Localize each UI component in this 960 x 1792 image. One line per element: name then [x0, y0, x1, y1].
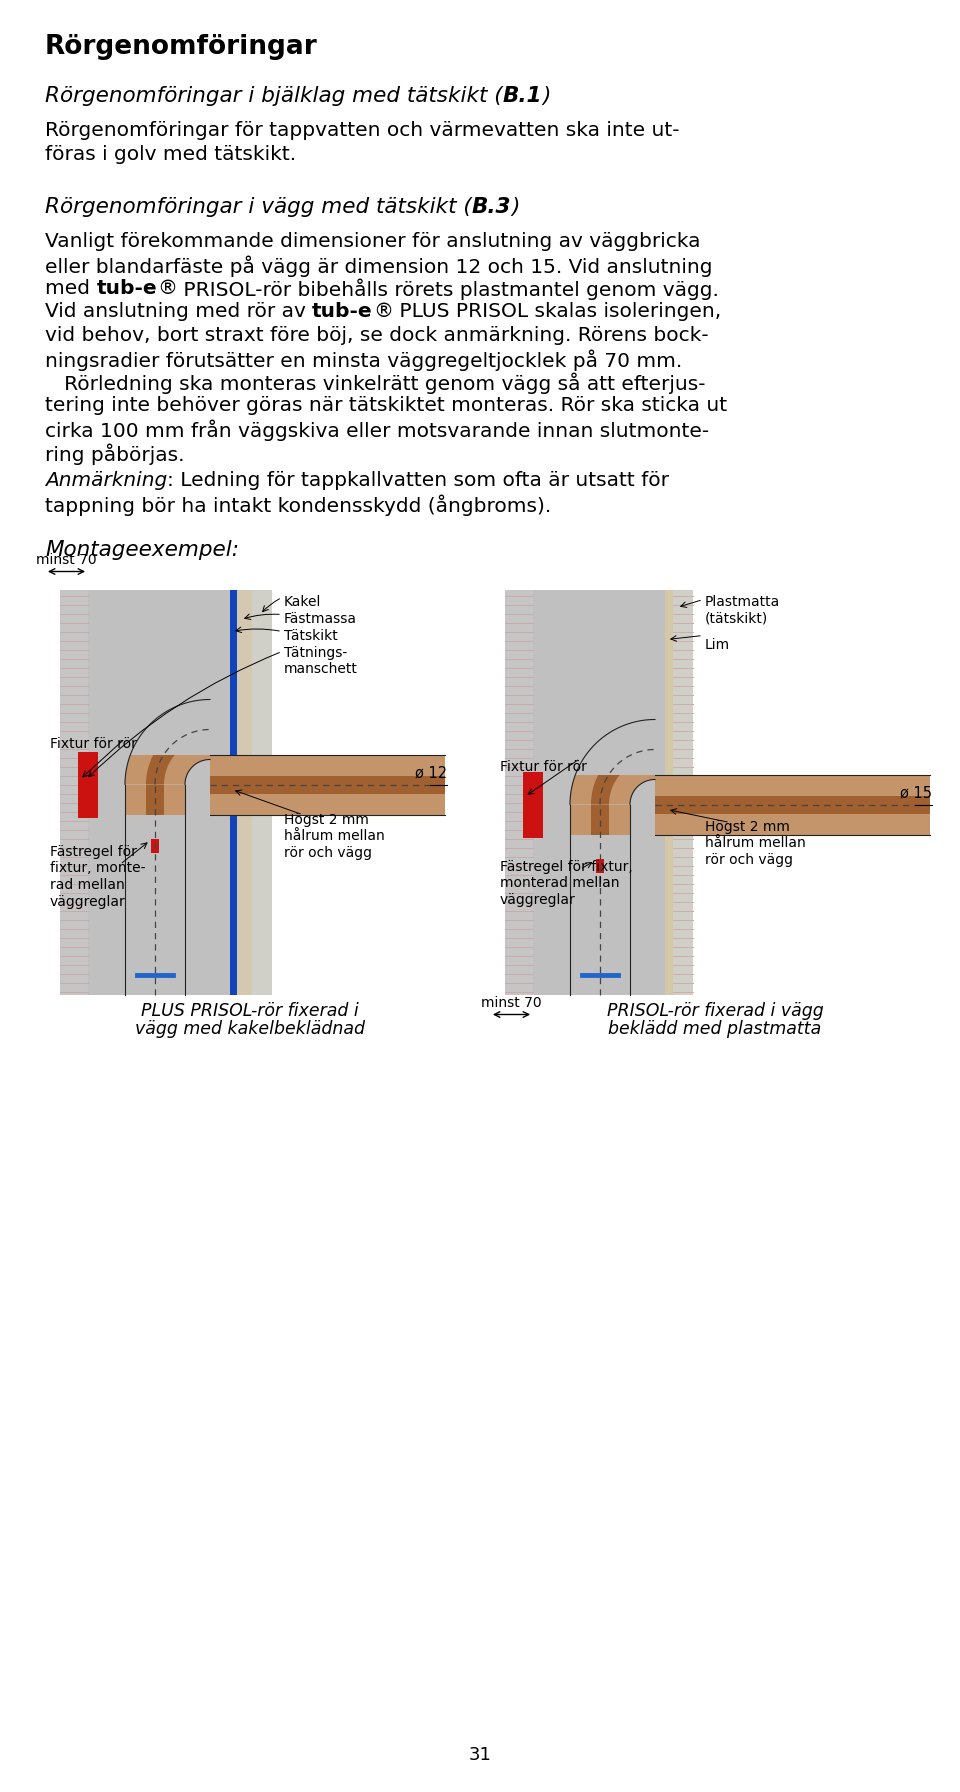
- Text: minst 70: minst 70: [481, 996, 541, 1009]
- Text: tub-e: tub-e: [312, 303, 372, 321]
- Text: Lim: Lim: [705, 638, 731, 652]
- Bar: [252, 815, 272, 995]
- Bar: [655, 796, 930, 814]
- Bar: [673, 835, 693, 995]
- Polygon shape: [570, 720, 655, 805]
- Bar: [88, 590, 230, 995]
- Bar: [505, 835, 533, 995]
- Text: Vanligt förekommande dimensioner för anslutning av väggbricka: Vanligt förekommande dimensioner för ans…: [45, 231, 701, 251]
- Text: minst 70: minst 70: [36, 552, 97, 566]
- Text: Rörgenomföringar för tappvatten och värmevatten ska inte ut-: Rörgenomföringar för tappvatten och värm…: [45, 122, 680, 140]
- Bar: [210, 754, 445, 815]
- Bar: [237, 590, 252, 995]
- Bar: [60, 590, 88, 754]
- Bar: [230, 590, 237, 995]
- Bar: [230, 815, 237, 995]
- Text: ring påbörjas.: ring påbörjas.: [45, 443, 184, 464]
- Bar: [252, 590, 272, 754]
- Bar: [237, 815, 252, 995]
- Text: ): ): [512, 197, 519, 217]
- Text: Plastmatta
(tätskikt): Plastmatta (tätskikt): [705, 595, 780, 625]
- Text: ®: ®: [157, 278, 177, 297]
- Text: ø 12: ø 12: [415, 765, 447, 781]
- Text: Montageexempel:: Montageexempel:: [45, 539, 239, 559]
- Text: cirka 100 mm från väggskiva eller motsvarande innan slutmonte-: cirka 100 mm från väggskiva eller motsva…: [45, 419, 709, 441]
- Polygon shape: [146, 720, 210, 785]
- Text: Rörgenomföringar i bjälklag med tätskikt (: Rörgenomföringar i bjälklag med tätskikt…: [45, 86, 503, 106]
- Bar: [665, 590, 673, 995]
- Text: tappning bör ha intakt kondensskydd (ångbroms).: tappning bör ha intakt kondensskydd (ång…: [45, 495, 551, 516]
- Polygon shape: [591, 740, 655, 805]
- Bar: [60, 590, 88, 995]
- Bar: [125, 785, 185, 995]
- Polygon shape: [125, 699, 210, 785]
- Text: Kakel: Kakel: [284, 595, 322, 609]
- Text: B.1: B.1: [503, 86, 542, 106]
- Text: Rörgenomföringar i vägg med tätskikt (: Rörgenomföringar i vägg med tätskikt (: [45, 197, 471, 217]
- Bar: [673, 590, 693, 774]
- Bar: [237, 590, 252, 754]
- Bar: [210, 776, 445, 794]
- Bar: [252, 590, 272, 995]
- Bar: [88, 815, 230, 995]
- Text: tub-e: tub-e: [96, 278, 157, 297]
- Text: Tätskikt: Tätskikt: [284, 629, 338, 643]
- Text: beklädd med plastmatta: beklädd med plastmatta: [609, 1020, 822, 1038]
- Bar: [655, 774, 930, 835]
- Text: ®: ®: [372, 303, 393, 321]
- Bar: [533, 590, 665, 774]
- Bar: [665, 835, 673, 995]
- Text: PRISOL-rör bibehålls rörets plastmantel genom vägg.: PRISOL-rör bibehålls rörets plastmantel …: [177, 278, 719, 299]
- Text: med: med: [45, 278, 96, 297]
- Text: Högst 2 mm
hålrum mellan
rör och vägg: Högst 2 mm hålrum mellan rör och vägg: [284, 812, 385, 860]
- Text: ø 15: ø 15: [900, 785, 932, 801]
- Bar: [88, 590, 230, 754]
- Bar: [665, 590, 673, 774]
- Bar: [505, 590, 533, 774]
- Bar: [78, 751, 98, 817]
- Bar: [591, 805, 609, 995]
- Text: Rörledning ska monteras vinkelrätt genom vägg så att efterjus-: Rörledning ska monteras vinkelrätt genom…: [45, 373, 706, 394]
- Bar: [533, 590, 665, 995]
- Bar: [523, 772, 543, 837]
- Text: eller blandarfäste på vägg är dimension 12 och 15. Vid anslutning: eller blandarfäste på vägg är dimension …: [45, 254, 712, 276]
- Bar: [596, 858, 604, 873]
- Text: Tätnings-
manschett: Tätnings- manschett: [284, 645, 358, 676]
- Text: Fästregel för fixtur,
monterad mellan
väggreglar: Fästregel för fixtur, monterad mellan vä…: [500, 860, 633, 907]
- Text: 31: 31: [468, 1745, 492, 1763]
- Text: PLUS PRISOL-rör fixerad i: PLUS PRISOL-rör fixerad i: [141, 1002, 359, 1020]
- Text: Fixtur för rör: Fixtur för rör: [50, 737, 137, 751]
- Text: ): ): [542, 86, 550, 106]
- Text: PLUS PRISOL skalas isoleringen,: PLUS PRISOL skalas isoleringen,: [393, 303, 721, 321]
- Bar: [146, 785, 164, 995]
- Bar: [673, 590, 693, 995]
- Text: tering inte behöver göras när tätskiktet monteras. Rör ska sticka ut: tering inte behöver göras när tätskiktet…: [45, 396, 727, 416]
- Text: Högst 2 mm
hålrum mellan
rör och vägg: Högst 2 mm hålrum mellan rör och vägg: [705, 819, 805, 867]
- Text: : Ledning för tappkallvatten som ofta är utsatt för: : Ledning för tappkallvatten som ofta är…: [167, 471, 669, 489]
- Bar: [570, 805, 630, 995]
- Bar: [230, 590, 237, 754]
- Text: vägg med kakelbeklädnad: vägg med kakelbeklädnad: [135, 1020, 365, 1038]
- Text: Anmärkning: Anmärkning: [45, 471, 167, 489]
- Bar: [533, 835, 665, 995]
- Text: Fixtur för rör: Fixtur för rör: [500, 760, 587, 774]
- Text: PRISOL-rör fixerad i vägg: PRISOL-rör fixerad i vägg: [607, 1002, 824, 1020]
- Text: Fästmassa: Fästmassa: [284, 611, 357, 625]
- Text: föras i golv med tätskikt.: föras i golv med tätskikt.: [45, 145, 296, 163]
- Bar: [505, 590, 533, 995]
- Bar: [60, 815, 88, 995]
- Text: B.3: B.3: [471, 197, 512, 217]
- Text: vid behov, bort straxt före böj, se dock anmärkning. Rörens bock-: vid behov, bort straxt före böj, se dock…: [45, 326, 708, 344]
- Bar: [151, 839, 159, 853]
- Text: ningsradier förutsätter en minsta väggregeltjocklek på 70 mm.: ningsradier förutsätter en minsta väggre…: [45, 349, 683, 371]
- Text: Vid anslutning med rör av: Vid anslutning med rör av: [45, 303, 312, 321]
- Text: Fästregel för
fixtur, monte-
rad mellan
väggreglar: Fästregel för fixtur, monte- rad mellan …: [50, 844, 146, 909]
- Text: Rörgenomföringar: Rörgenomföringar: [45, 34, 318, 59]
